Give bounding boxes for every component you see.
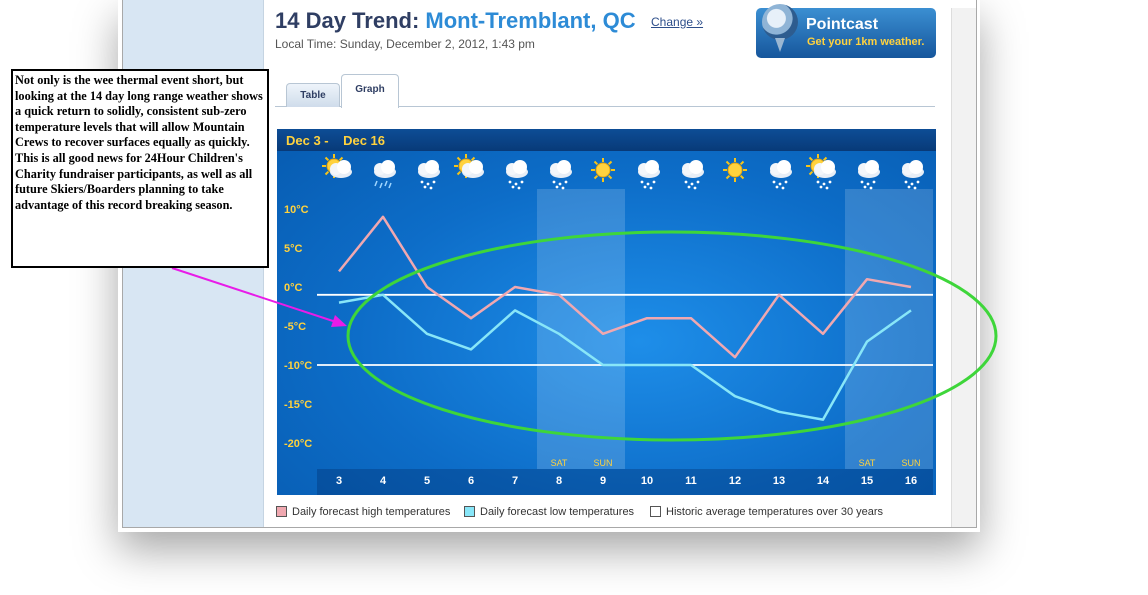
x-day-label: 10 xyxy=(641,475,653,487)
date-range: Dec 3 - Dec 16 xyxy=(286,133,385,148)
snow-cloud-icon xyxy=(770,160,792,190)
weekend-column xyxy=(889,189,933,469)
x-day-label: 4 xyxy=(380,475,387,487)
pointcast-banner[interactable]: Pointcast Get your 1km weather. xyxy=(756,4,936,58)
highlight-ellipse xyxy=(346,230,998,442)
x-day-label: 13 xyxy=(773,475,785,487)
x-day-label: 9 xyxy=(600,475,606,487)
pointcast-subtitle: Get your 1km weather. xyxy=(807,36,925,48)
legend-high-swatch xyxy=(276,506,287,517)
local-time: Local Time: Sunday, December 2, 2012, 1:… xyxy=(275,37,535,51)
change-location-link[interactable]: Change » xyxy=(651,15,704,29)
rain-cloud-icon xyxy=(374,160,396,189)
snow-cloud-icon xyxy=(506,160,528,190)
x-day-label: 7 xyxy=(512,475,518,487)
snow-cloud-icon xyxy=(902,160,924,190)
high-temperature-line xyxy=(338,215,912,359)
x-day-label: 16 xyxy=(905,475,917,487)
legend-high-label: Daily forecast high temperatures xyxy=(292,506,451,518)
sun-icon xyxy=(723,158,747,182)
snow-cloud-icon xyxy=(682,160,704,190)
right-scroll-area[interactable] xyxy=(951,8,976,527)
snow-cloud-icon xyxy=(858,160,880,190)
y-tick-label: -20°C xyxy=(284,438,312,450)
weekend-label: SUN xyxy=(593,458,612,468)
legend-low-label: Daily forecast low temperatures xyxy=(480,506,635,518)
legend-average-label: Historic average temperatures over 30 ye… xyxy=(666,506,884,518)
y-tick-label: 5°C xyxy=(284,243,303,255)
legend-high: Daily forecast high temperatures xyxy=(276,506,450,518)
pointcast-title: Pointcast xyxy=(806,16,879,33)
x-day-label: 6 xyxy=(468,475,474,487)
low-temperature-line xyxy=(338,293,912,421)
x-day-label: 3 xyxy=(336,475,342,487)
day-label-band xyxy=(317,469,933,495)
page-title: 14 Day Trend: Mont-Tremblant, QC xyxy=(275,8,636,34)
chart-plot: 10°C 5°C 0°C -5°C -10°C -15°C -20°C 3 4 5 6 7 8 9 10 11… xyxy=(284,154,933,495)
x-day-label: 12 xyxy=(729,475,741,487)
weekend-label: SUN xyxy=(901,458,920,468)
x-day-label: 11 xyxy=(685,475,697,487)
title-prefix: 14 Day Trend: xyxy=(275,8,426,33)
snow-cloud-icon xyxy=(550,160,572,190)
x-day-label: 8 xyxy=(556,475,562,487)
y-tick-label: -5°C xyxy=(284,321,306,333)
sun-cloud-icon xyxy=(322,154,352,178)
annotation-arrow-head xyxy=(331,315,347,327)
title-location: Mont-Tremblant, QC xyxy=(425,8,636,33)
snow-cloud-icon xyxy=(638,160,660,190)
legend-average-swatch xyxy=(650,506,661,517)
weekend-label: SAT xyxy=(859,458,876,468)
sun-snow-cloud-icon xyxy=(806,154,836,190)
forecast-chart: Dec 3 - Dec 16 10°C 5°C 0°C -5°C -10°C -15°C -… xyxy=(277,129,936,495)
y-tick-label: -10°C xyxy=(284,360,312,372)
x-day-label: 15 xyxy=(861,475,873,487)
legend-low-swatch xyxy=(464,506,475,517)
tab-graph[interactable]: Graph xyxy=(341,74,399,108)
y-tick-label: 0°C xyxy=(284,282,303,294)
tabs-divider xyxy=(275,106,935,107)
location-pin-icon xyxy=(762,4,798,40)
annotation-arrow-line xyxy=(171,267,337,323)
legend-low: Daily forecast low temperatures xyxy=(464,506,634,518)
sun-icon xyxy=(591,158,615,182)
x-day-label: 14 xyxy=(817,475,830,487)
y-tick-label: -15°C xyxy=(284,399,312,411)
y-tick-label: 10°C xyxy=(284,204,309,216)
annotation-callout: Not only is the wee thermal event short,… xyxy=(11,69,269,268)
chart-header: Dec 3 - Dec 16 xyxy=(277,129,936,151)
sun-cloud-icon xyxy=(454,154,484,178)
tab-table[interactable]: Table xyxy=(286,83,340,107)
snow-cloud-icon xyxy=(418,160,440,190)
location-pin-tail xyxy=(775,38,785,52)
x-day-label: 5 xyxy=(424,475,430,487)
legend-average: Historic average temperatures over 30 ye… xyxy=(650,506,883,518)
weekend-label: SAT xyxy=(551,458,568,468)
